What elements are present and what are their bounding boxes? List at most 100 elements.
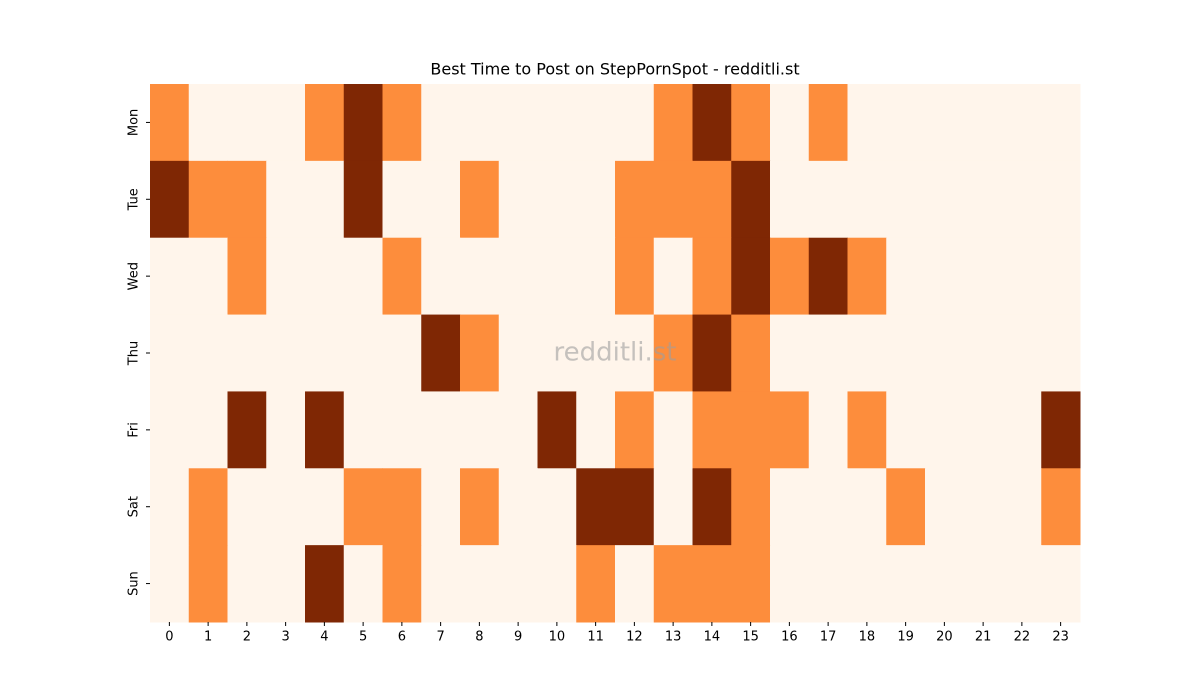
cell bbox=[963, 314, 1003, 392]
cell bbox=[770, 391, 810, 469]
x-tick-label: 9 bbox=[514, 630, 522, 645]
cell bbox=[576, 391, 616, 469]
cell bbox=[963, 84, 1003, 162]
cell bbox=[692, 84, 732, 162]
cell bbox=[731, 545, 771, 623]
x-tick-label: 17 bbox=[820, 630, 837, 645]
cell bbox=[227, 237, 267, 316]
cell bbox=[421, 84, 461, 162]
cell bbox=[305, 314, 345, 392]
cell bbox=[925, 84, 965, 162]
cell bbox=[421, 468, 461, 546]
cell bbox=[692, 237, 732, 316]
cell bbox=[576, 545, 616, 623]
cell bbox=[1002, 237, 1042, 316]
heatmap-cells bbox=[150, 84, 1081, 623]
cell bbox=[382, 160, 422, 239]
cell bbox=[615, 314, 655, 392]
cell bbox=[537, 545, 577, 623]
cell bbox=[692, 545, 732, 623]
cell bbox=[576, 84, 616, 162]
cell bbox=[925, 545, 965, 623]
x-tick-label: 7 bbox=[436, 630, 444, 645]
cell bbox=[150, 314, 190, 392]
cell bbox=[188, 160, 228, 239]
cell bbox=[382, 545, 422, 623]
x-tick-label: 21 bbox=[975, 630, 992, 645]
cell bbox=[847, 314, 887, 392]
cell bbox=[1041, 237, 1081, 316]
cell bbox=[1002, 468, 1042, 546]
cell bbox=[770, 468, 810, 546]
cell bbox=[615, 160, 655, 239]
x-tick-label: 16 bbox=[781, 630, 798, 645]
cell bbox=[731, 468, 771, 546]
cell bbox=[886, 468, 926, 546]
cell bbox=[731, 84, 771, 162]
y-tick-label: Mon bbox=[127, 109, 142, 136]
cell bbox=[150, 468, 190, 546]
cell bbox=[847, 160, 887, 239]
cell bbox=[498, 160, 538, 239]
x-tick-label: 13 bbox=[665, 630, 682, 645]
cell bbox=[227, 545, 267, 623]
cell bbox=[731, 160, 771, 239]
cell bbox=[692, 314, 732, 392]
cell bbox=[460, 468, 500, 546]
cell bbox=[537, 391, 577, 469]
cell bbox=[1041, 468, 1081, 546]
cell bbox=[770, 84, 810, 162]
cell bbox=[731, 314, 771, 392]
watermark: redditli.st bbox=[554, 338, 677, 368]
cell bbox=[770, 545, 810, 623]
cell bbox=[808, 545, 848, 623]
cell bbox=[1002, 391, 1042, 469]
cell bbox=[266, 160, 306, 239]
cell bbox=[770, 314, 810, 392]
cell bbox=[266, 237, 306, 316]
x-tick-label: 6 bbox=[398, 630, 406, 645]
cell bbox=[886, 84, 926, 162]
cell bbox=[498, 314, 538, 392]
cell bbox=[808, 84, 848, 162]
x-tick-label: 18 bbox=[859, 630, 876, 645]
x-tick-label: 0 bbox=[165, 630, 173, 645]
cell bbox=[847, 84, 887, 162]
cell bbox=[188, 545, 228, 623]
cell bbox=[576, 237, 616, 316]
cell bbox=[576, 160, 616, 239]
x-tick-label: 8 bbox=[475, 630, 483, 645]
cell bbox=[886, 160, 926, 239]
cell bbox=[227, 84, 267, 162]
cell bbox=[421, 314, 461, 392]
cell bbox=[537, 237, 577, 316]
cell bbox=[847, 468, 887, 546]
cell bbox=[227, 468, 267, 546]
cell bbox=[150, 160, 190, 239]
cell bbox=[925, 314, 965, 392]
cell bbox=[615, 545, 655, 623]
x-tick-label: 23 bbox=[1052, 630, 1069, 645]
x-tick-label: 5 bbox=[359, 630, 367, 645]
cell bbox=[343, 391, 383, 469]
cell bbox=[653, 237, 693, 316]
cell bbox=[343, 545, 383, 623]
cell bbox=[188, 391, 228, 469]
cell bbox=[653, 391, 693, 469]
cell bbox=[227, 391, 267, 469]
cell bbox=[460, 314, 500, 392]
cell bbox=[963, 545, 1003, 623]
cell bbox=[343, 237, 383, 316]
cell bbox=[963, 391, 1003, 469]
cell bbox=[343, 160, 383, 239]
cell bbox=[266, 314, 306, 392]
cell bbox=[808, 314, 848, 392]
cell bbox=[188, 314, 228, 392]
cell bbox=[343, 468, 383, 546]
cell bbox=[305, 391, 345, 469]
cell bbox=[1002, 314, 1042, 392]
cell bbox=[537, 314, 577, 392]
x-tick-label: 2 bbox=[243, 630, 251, 645]
cell bbox=[150, 237, 190, 316]
